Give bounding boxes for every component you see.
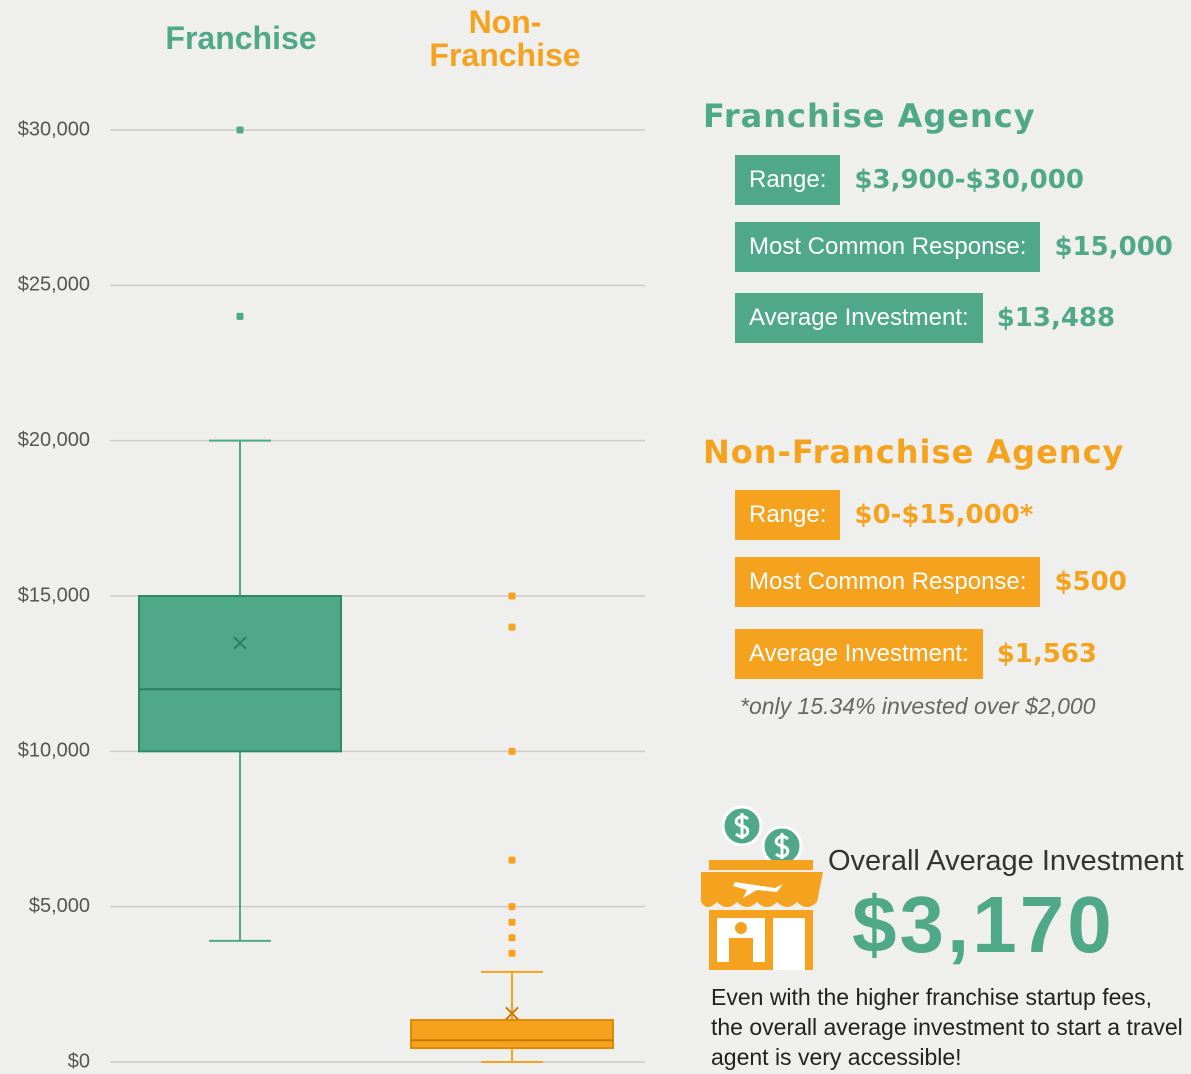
row-label: Range:: [735, 490, 841, 540]
y-tick-label: $10,000: [18, 740, 90, 762]
store-icon: [701, 805, 823, 970]
y-tick-label: $15,000: [18, 584, 90, 606]
outlier: [508, 949, 516, 957]
outlier: [236, 126, 244, 134]
panel-title: Franchise Agency: [703, 97, 1036, 135]
row-value: $15,000: [1054, 232, 1173, 262]
panel-row: Most Common Response: $500: [735, 557, 1127, 607]
outlier: [236, 312, 244, 320]
y-tick-label: $30,000: [18, 118, 90, 140]
row-value: $0-$15,000*: [854, 500, 1034, 530]
y-tick-label: $25,000: [18, 274, 90, 296]
row-value: $3,900-$30,000: [854, 165, 1084, 195]
overall-text: Even with the higher franchise startup f…: [711, 984, 1183, 1070]
overall-title: Overall Average Investment: [828, 845, 1184, 877]
panel-row: Average Investment: $1,563: [735, 629, 1097, 679]
outlier: [508, 747, 516, 755]
outlier: [508, 592, 516, 600]
outlier: [508, 903, 516, 911]
footnote: *only 15.34% invested over $2,000: [740, 693, 1096, 719]
panel-row: Range: $3,900-$30,000: [735, 155, 1084, 205]
mean-marker: [505, 1006, 519, 1021]
row-label: Average Investment:: [735, 629, 983, 679]
row-label: Average Investment:: [735, 293, 983, 343]
box: [410, 1019, 614, 1050]
mean-marker: [233, 636, 247, 650]
row-value: $1,563: [996, 639, 1098, 669]
panel-row: Average Investment: $13,488: [735, 293, 1115, 343]
row-value: $13,488: [996, 303, 1116, 333]
row-value: $500: [1054, 567, 1127, 597]
panel-row: Most Common Response: $15,000: [735, 222, 1173, 272]
row-label: Range:: [735, 155, 841, 205]
row-label: Most Common Response:: [735, 222, 1041, 272]
outlier: [508, 623, 516, 631]
y-tick-label: $5,000: [29, 895, 90, 917]
panel-title: Non-Franchise Agency: [703, 433, 1125, 471]
outlier: [508, 934, 516, 942]
row-label: Most Common Response:: [735, 557, 1041, 607]
overall-value: $3,170: [852, 880, 1115, 969]
y-tick-label: $20,000: [18, 429, 90, 451]
chart: $0 $5,000 $10,000 $15,000 $20,000 $25,000 $30,…: [18, 118, 645, 1072]
category-label: Franchise: [165, 20, 317, 56]
box: [138, 595, 342, 753]
outlier: [508, 856, 516, 864]
panel-row: Range: $0-$15,000*: [735, 490, 1033, 540]
category-label: Non-Franchise: [429, 4, 581, 73]
outlier: [508, 918, 516, 926]
y-tick-label: $0: [68, 1050, 90, 1072]
